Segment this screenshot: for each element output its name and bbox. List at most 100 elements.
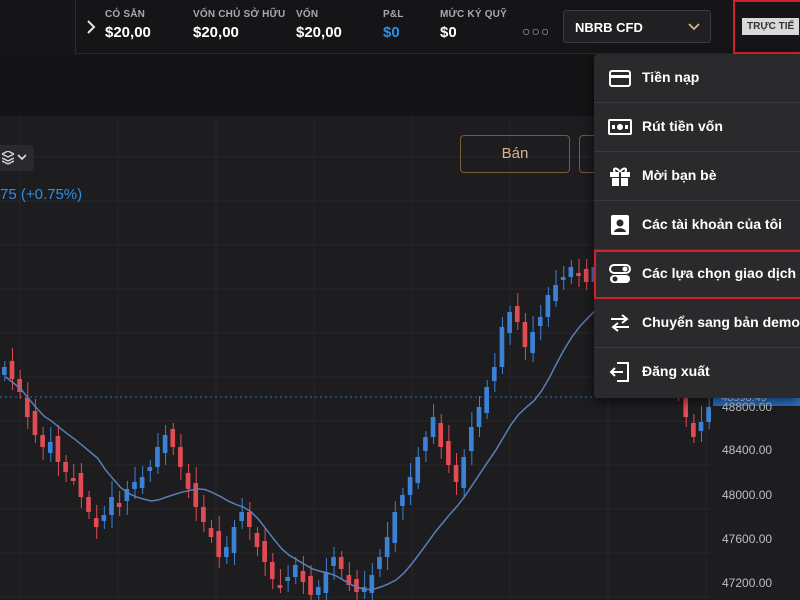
metric-label: CÓ SẴN bbox=[105, 9, 146, 20]
menu-item-withdraw[interactable]: Rút tiền vốn bbox=[594, 103, 800, 152]
price-axis-label: 48400.00 bbox=[722, 443, 773, 457]
candle-body bbox=[354, 579, 359, 592]
candle-body bbox=[40, 435, 45, 447]
menu-item-switch-demo[interactable]: Chuyển sang bản demo bbox=[594, 299, 800, 348]
candle-body bbox=[124, 489, 130, 501]
top-bar: CÓ SẴN $20,00 VỐN CHỦ SỞ HỮU $20,00 VỐN … bbox=[0, 0, 800, 54]
candle-body bbox=[239, 512, 244, 521]
cash-icon bbox=[608, 119, 632, 135]
menu-item-label: Các lựa chọn giao dịch bbox=[642, 265, 797, 281]
candle-body bbox=[576, 273, 581, 276]
menu-item-label: Mời bạn bè bbox=[642, 167, 717, 183]
candle-body bbox=[369, 575, 375, 593]
candle-body bbox=[300, 571, 306, 582]
candle-body bbox=[430, 417, 436, 437]
wallet-icon bbox=[609, 70, 631, 87]
moving-average-line bbox=[5, 297, 711, 591]
candle-body bbox=[568, 267, 574, 277]
candle-body bbox=[24, 398, 30, 417]
metric-value: $20,00 bbox=[193, 24, 239, 41]
account-select[interactable]: NBRB CFD bbox=[563, 10, 711, 43]
metric-pnl: P&L $0 bbox=[383, 9, 404, 41]
menu-item-deposit[interactable]: Tiền nạp bbox=[594, 54, 800, 103]
candle-body bbox=[246, 512, 252, 527]
account-menu: Tiền nạp Rút tiền vốn Mời bạn bè Các tài… bbox=[594, 54, 800, 398]
candle-body bbox=[392, 512, 398, 543]
price-axis-label: 48800.00 bbox=[722, 400, 773, 414]
candle-body bbox=[315, 587, 321, 595]
chart-layers-button[interactable] bbox=[0, 145, 34, 171]
candle-body bbox=[254, 533, 260, 547]
candle-body bbox=[55, 436, 61, 462]
candle-body bbox=[262, 541, 267, 562]
mode-toggle[interactable]: TRỰC TIẾ bbox=[733, 0, 800, 54]
price-axis-label: 48000.00 bbox=[722, 488, 773, 502]
price-axis-label: 47600.00 bbox=[722, 532, 773, 546]
candle-body bbox=[560, 277, 566, 280]
candle-body bbox=[461, 457, 467, 488]
candle-body bbox=[415, 457, 421, 483]
mode-badge: TRỰC TIẾ bbox=[742, 18, 800, 35]
metric-value: $20,00 bbox=[105, 24, 151, 41]
candle-body bbox=[162, 435, 168, 453]
candle-body bbox=[400, 495, 405, 506]
menu-item-label: Đăng xuất bbox=[642, 363, 710, 379]
candle-body bbox=[147, 467, 153, 471]
menu-item-logout[interactable]: Đăng xuất bbox=[594, 348, 800, 397]
candle-body bbox=[491, 367, 497, 381]
logout-icon bbox=[609, 362, 629, 382]
metric-label: P&L bbox=[383, 9, 404, 20]
candle-body bbox=[70, 478, 76, 481]
metric-value: $0 bbox=[440, 24, 457, 41]
candle-body bbox=[522, 322, 528, 347]
candle-body bbox=[469, 427, 474, 451]
metric-equity: VỐN CHỦ SỞ HỮU $20,00 bbox=[193, 9, 285, 41]
candle-body bbox=[323, 572, 329, 593]
candle-body bbox=[201, 507, 206, 522]
candle-body bbox=[269, 562, 275, 579]
price-axis-label: 47200.00 bbox=[722, 576, 773, 590]
toggle-icon bbox=[609, 264, 631, 283]
candle-body bbox=[446, 441, 451, 465]
menu-item-invite[interactable]: Mời bạn bè bbox=[594, 152, 800, 201]
sell-button[interactable]: Bán bbox=[460, 135, 570, 173]
candle-body bbox=[116, 503, 122, 507]
gift-icon bbox=[610, 167, 630, 186]
candle-body bbox=[407, 477, 413, 495]
price-change: 75 (+0.75%) bbox=[0, 186, 83, 203]
logo-area bbox=[0, 0, 76, 54]
candle-body bbox=[683, 387, 689, 417]
chevron-right-icon[interactable] bbox=[84, 17, 98, 37]
candle-body bbox=[109, 497, 114, 515]
metric-capital: VỐN $20,00 bbox=[296, 9, 342, 41]
candle-body bbox=[216, 531, 222, 557]
candle-body bbox=[285, 577, 290, 581]
candle-body bbox=[78, 473, 84, 497]
candle-body bbox=[231, 527, 237, 553]
menu-item-label: Chuyển sang bản demo bbox=[642, 314, 800, 330]
account-icon bbox=[611, 215, 629, 235]
candle-body bbox=[277, 585, 283, 588]
menu-item-label: Tiền nạp bbox=[642, 69, 700, 85]
candle-body bbox=[63, 462, 68, 472]
candle-body bbox=[377, 557, 382, 569]
candle-body bbox=[308, 576, 313, 595]
candle-body bbox=[32, 411, 38, 435]
layers-icon bbox=[2, 151, 14, 165]
candle-body bbox=[553, 285, 558, 301]
candle-body bbox=[139, 477, 145, 488]
menu-item-trading-options[interactable]: Các lựa chọn giao dịch bbox=[594, 250, 800, 299]
menu-item-label: Các tài khoản của tôi bbox=[642, 216, 783, 232]
menu-item-label: Rút tiền vốn bbox=[642, 118, 723, 134]
candle-body bbox=[9, 361, 15, 379]
candle-body bbox=[530, 332, 535, 353]
candle-body bbox=[47, 442, 53, 453]
menu-item-my-accounts[interactable]: Các tài khoản của tôi bbox=[594, 201, 800, 250]
candle-body bbox=[208, 528, 214, 537]
candle-body bbox=[698, 422, 704, 431]
candle-body bbox=[224, 547, 229, 557]
candle-body bbox=[338, 557, 344, 569]
metric-label: VỐN CHỦ SỞ HỮU bbox=[193, 9, 286, 20]
candle-body bbox=[178, 447, 183, 467]
ellipsis-icon[interactable]: ○○○ bbox=[522, 23, 551, 39]
